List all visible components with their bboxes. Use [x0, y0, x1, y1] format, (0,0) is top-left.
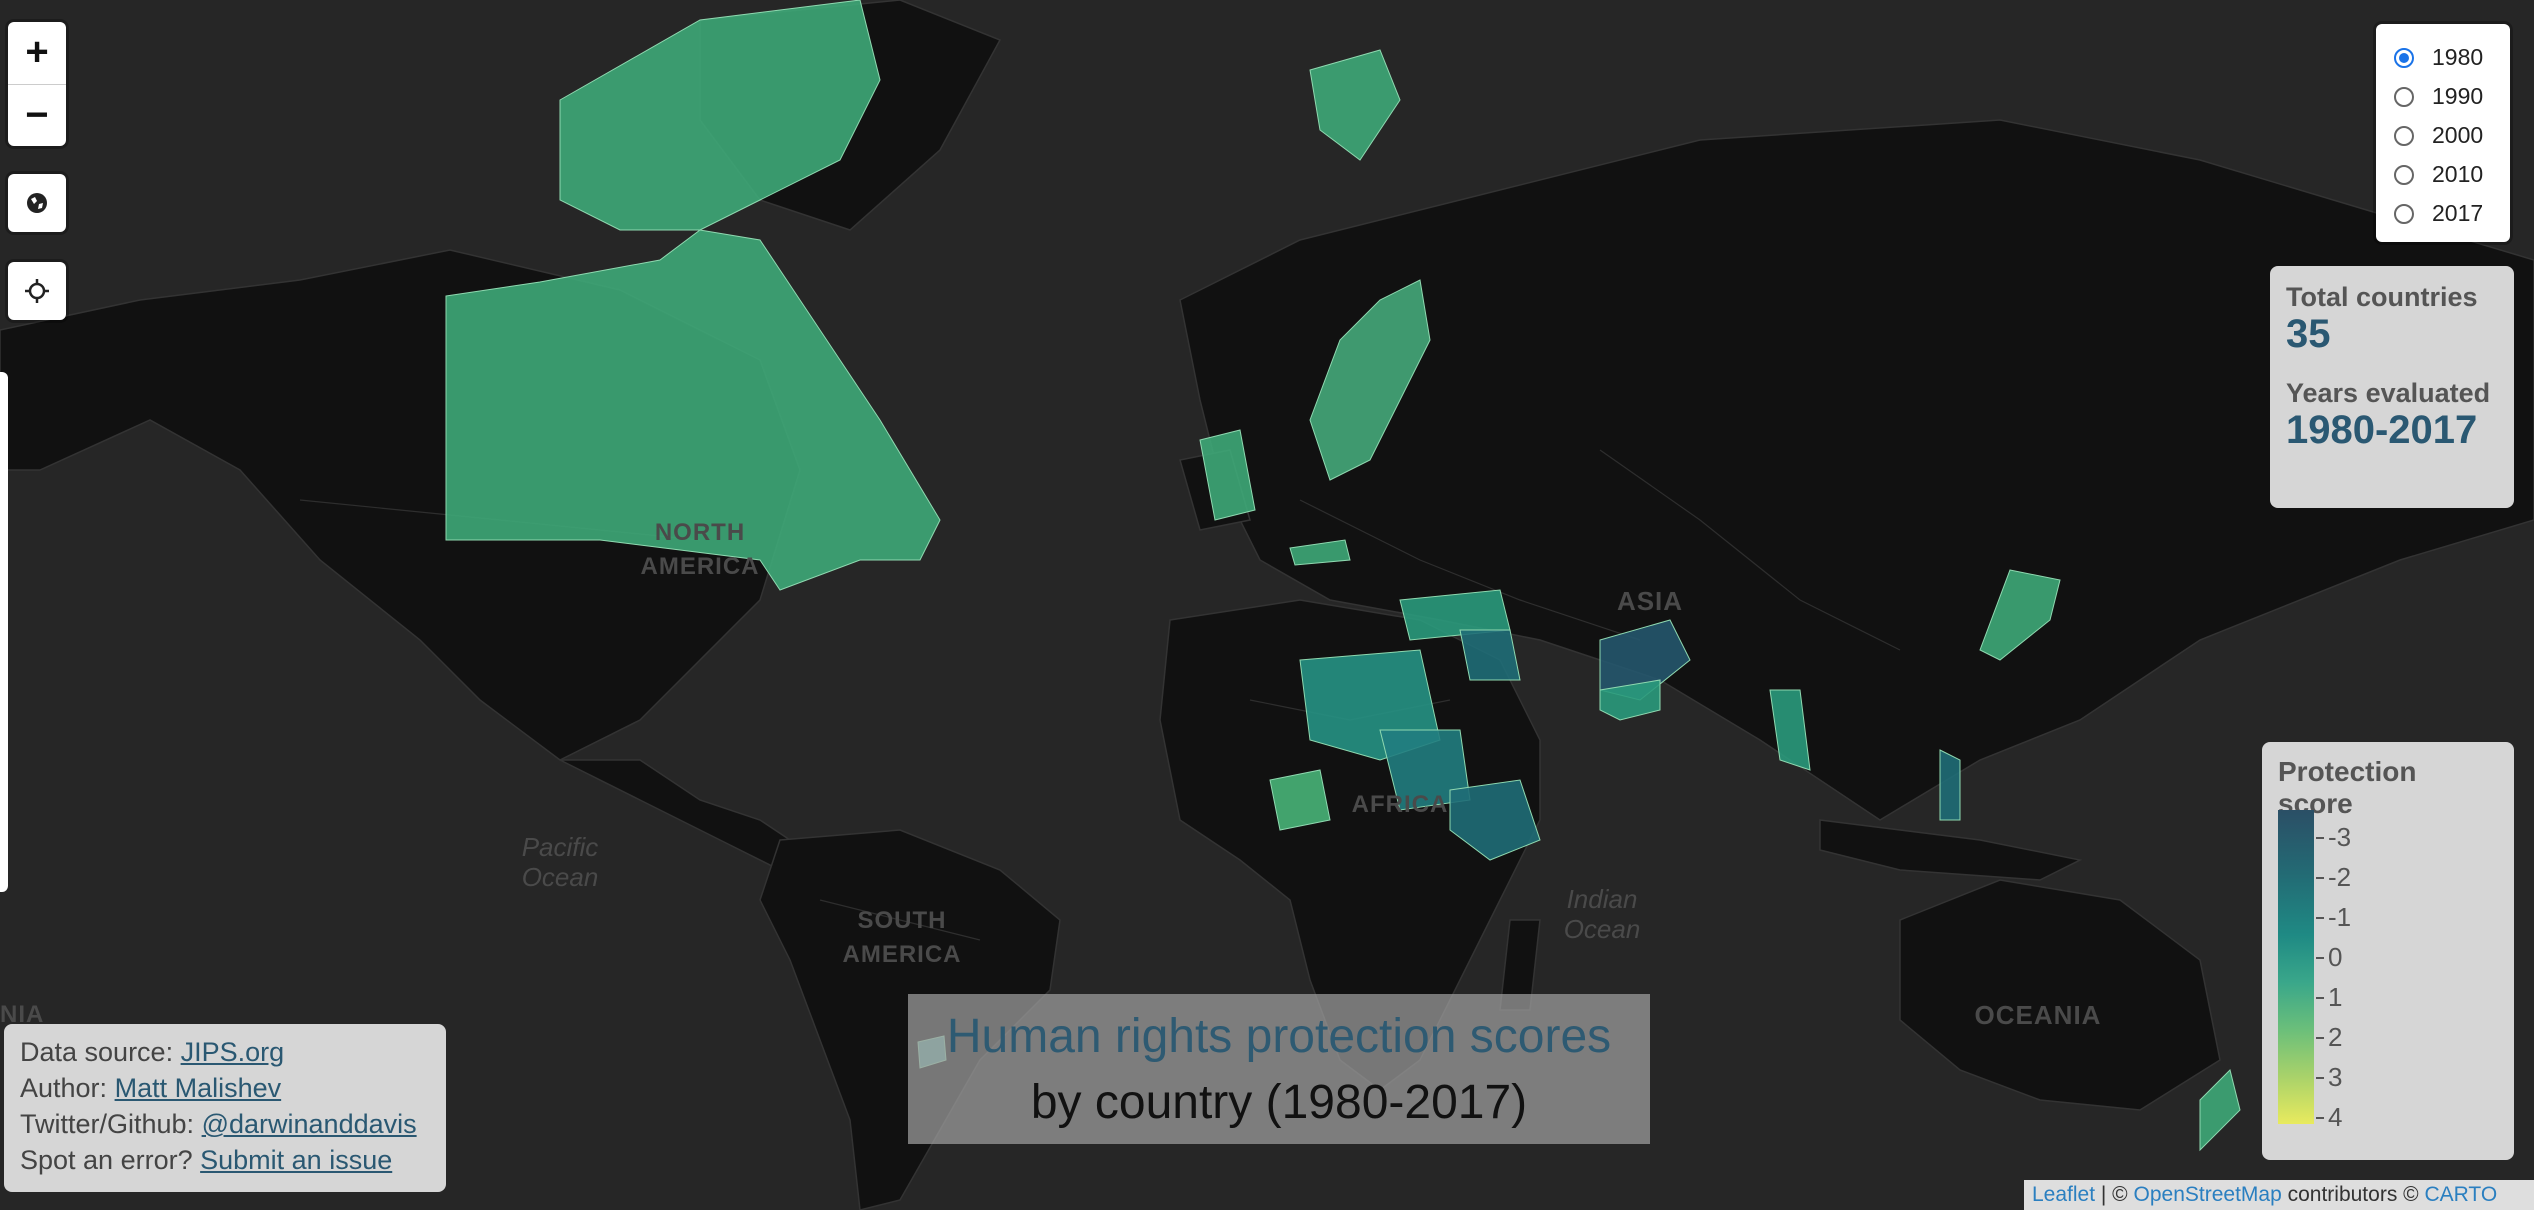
stats-panel: Total countries 35 Years evaluated 1980-…	[2270, 266, 2514, 508]
country-philippines	[1939, 749, 1961, 821]
country-pakistan	[1599, 679, 1661, 721]
country-new-zealand	[2199, 1069, 2241, 1152]
label-south: SOUTH	[858, 907, 947, 934]
total-countries-label: Total countries	[2286, 282, 2478, 312]
radio-2000[interactable]	[2394, 125, 2414, 146]
legend-panel: Protection score -3 -2 -1 0 1 2 3 4	[2262, 742, 2514, 1160]
legend-tick: 3	[2316, 1062, 2342, 1093]
country-canada-islands	[559, 0, 881, 231]
country-svalbard-norway	[1309, 49, 1401, 161]
author-label: Author:	[20, 1073, 108, 1103]
country-uk	[1199, 429, 1256, 521]
radio-1990[interactable]	[2394, 86, 2414, 107]
legend-tick: -3	[2316, 822, 2351, 853]
total-countries-value: 35	[2286, 312, 2331, 356]
legend-tick: 1	[2316, 982, 2342, 1013]
year-option-1980[interactable]: 1980	[2376, 38, 2510, 77]
zoom-control: + −	[8, 22, 66, 146]
country-austria	[1289, 539, 1351, 566]
label-asia: ASIA	[1617, 586, 1683, 616]
country-nigeria	[1269, 769, 1331, 831]
year-label: 1990	[2432, 83, 2484, 109]
leaflet-link[interactable]: Leaflet	[2032, 1183, 2096, 1206]
globe-icon	[27, 193, 47, 213]
info-row-source: Data source: JIPS.org	[20, 1034, 430, 1070]
legend-color-bar	[2278, 810, 2314, 1124]
label-indian-ocean: Ocean	[1564, 914, 1641, 944]
attribution-contrib: contributors ©	[2281, 1183, 2425, 1206]
country-ethiopia-somalia	[1449, 779, 1541, 861]
submit-issue-link[interactable]: Submit an issue	[200, 1145, 393, 1175]
collapsed-side-panel[interactable]	[0, 372, 8, 892]
source-link[interactable]: JIPS.org	[180, 1037, 285, 1067]
year-label: 2000	[2432, 122, 2484, 148]
landmass-australia	[1899, 879, 2221, 1111]
year-option-2017[interactable]: 2017	[2376, 194, 2510, 233]
year-label: 2010	[2432, 161, 2484, 187]
crosshair-icon	[25, 279, 49, 303]
info-row-author: Author: Matt Malishev	[20, 1070, 430, 1106]
attribution-sep: | ©	[2095, 1183, 2134, 1206]
year-selector: 1980 1990 2000 2010 2017	[2376, 24, 2510, 242]
landmass-indonesia	[1819, 819, 2083, 881]
social-link[interactable]: @darwinanddavis	[201, 1109, 417, 1139]
error-label: Spot an error?	[20, 1145, 193, 1175]
social-label: Twitter/Github:	[20, 1109, 195, 1139]
country-myanmar	[1769, 689, 1811, 771]
years-evaluated-value: 1980-2017	[2286, 408, 2478, 452]
info-row-error: Spot an error? Submit an issue	[20, 1142, 430, 1178]
label-pacific: Pacific	[522, 832, 599, 862]
year-option-2000[interactable]: 2000	[2376, 116, 2510, 155]
label-africa: AFRICA	[1352, 791, 1449, 818]
legend-tick: -2	[2316, 862, 2351, 893]
map-title-panel: Human rights protection scores by countr…	[908, 994, 1650, 1144]
source-label: Data source:	[20, 1037, 174, 1067]
label-indian: Indian	[1567, 884, 1638, 914]
year-label: 1980	[2432, 44, 2484, 70]
label-pacific-ocean: Ocean	[522, 862, 599, 892]
landmass-eurasia	[1179, 119, 2534, 821]
radio-2017[interactable]	[2394, 203, 2414, 224]
label-oceania: OCEANIA	[1975, 1000, 2102, 1030]
map-subtitle: by country (1980-2017)	[1030, 1076, 1528, 1129]
country-iraq-syria	[1459, 629, 1521, 681]
label-edge: NIA	[0, 1001, 44, 1028]
attribution: Leaflet | © OpenStreetMap contributors ©…	[2024, 1180, 2534, 1210]
radio-1980[interactable]	[2394, 47, 2414, 68]
zoom-out-button[interactable]: −	[25, 92, 49, 137]
year-label: 2017	[2432, 200, 2484, 226]
country-norway-sweden-finland	[1309, 279, 1431, 481]
carto-link[interactable]: CARTO	[2424, 1183, 2498, 1206]
legend-tick: 4	[2316, 1102, 2342, 1133]
years-evaluated-label: Years evaluated	[2286, 378, 2491, 408]
locate-button[interactable]	[8, 262, 66, 320]
label-north-america: AMERICA	[641, 553, 760, 580]
map-title: Human rights protection scores	[946, 1010, 1612, 1063]
year-option-2010[interactable]: 2010	[2376, 155, 2510, 194]
country-afghanistan	[1599, 619, 1691, 701]
info-row-social: Twitter/Github: @darwinanddavis	[20, 1106, 430, 1142]
label-south-america: AMERICA	[843, 941, 962, 968]
year-option-1990[interactable]: 1990	[2376, 77, 2510, 116]
legend-tick: 0	[2316, 942, 2342, 973]
globe-button[interactable]	[8, 174, 66, 232]
country-canada	[445, 229, 941, 591]
legend-tick: 2	[2316, 1022, 2342, 1053]
country-japan	[1979, 569, 2061, 661]
osm-link[interactable]: OpenStreetMap	[2133, 1183, 2282, 1206]
info-panel: Data source: JIPS.org Author: Matt Malis…	[4, 1024, 446, 1192]
legend-tick: -1	[2316, 902, 2351, 933]
author-link[interactable]: Matt Malishev	[114, 1073, 282, 1103]
zoom-in-button[interactable]: +	[8, 22, 66, 85]
label-north: NORTH	[655, 519, 745, 546]
radio-2010[interactable]	[2394, 164, 2414, 185]
